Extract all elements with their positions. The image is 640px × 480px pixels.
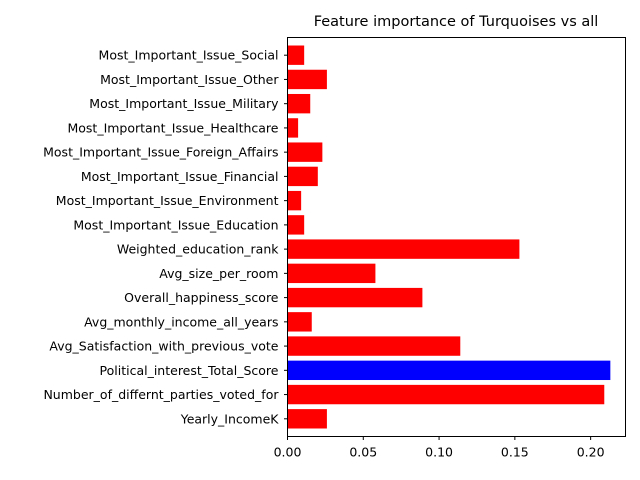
x-tick-label: 0.15	[501, 445, 529, 460]
y-tick-label: Most_Important_Issue_Other	[100, 72, 279, 87]
chart-title: Feature importance of Turquoises vs all	[314, 14, 599, 30]
bar-most-important-issue-social	[287, 45, 305, 65]
x-axis-ticks: 0.00 0.05 0.10 0.15 0.20	[274, 436, 605, 460]
bar-yearly-incomek	[287, 409, 327, 429]
x-tick-label: 0.00	[274, 445, 302, 460]
y-tick-label: Overall_happiness_score	[124, 290, 279, 305]
y-axis-ticks: Yearly_IncomeK Number_of_differnt_parties…	[43, 48, 288, 426]
bar-political-interest-total-score	[287, 360, 611, 381]
y-tick-label: Most_Important_Issue_Social	[99, 48, 279, 63]
bar-most-important-issue-foreign-affairs	[287, 142, 323, 162]
y-tick-label: Most_Important_Issue_Foreign_Affairs	[43, 145, 278, 160]
bar-most-important-issue-education	[287, 215, 305, 235]
x-tick-label: 0.20	[577, 445, 605, 460]
bar-avg-satisfaction-with-previous-vote	[287, 336, 461, 356]
y-tick-label: Most_Important_Issue_Financial	[81, 169, 279, 184]
y-tick-label: Political_interest_Total_Score	[100, 363, 279, 378]
bars-group	[287, 45, 611, 429]
x-tick-label: 0.10	[425, 445, 453, 460]
bar-overall-happiness-score	[287, 287, 423, 308]
y-tick-label: Most_Important_Issue_Environment	[56, 193, 279, 208]
bar-number-of-differnt-parties-voted-for	[287, 384, 605, 405]
y-tick-label: Avg_monthly_income_all_years	[84, 314, 278, 329]
bar-most-important-issue-military	[287, 93, 311, 114]
y-tick-label: Avg_Satisfaction_with_previous_vote	[49, 339, 278, 354]
y-tick-label: Avg_size_per_room	[159, 266, 278, 281]
bar-most-important-issue-healthcare	[287, 118, 299, 138]
x-tick-label: 0.05	[349, 445, 377, 460]
y-tick-label: Yearly_IncomeK	[180, 411, 280, 426]
bar-weighted-education-rank	[287, 239, 520, 259]
bar-most-important-issue-financial	[287, 166, 318, 187]
bar-most-important-issue-other	[287, 69, 327, 90]
bar-avg-monthly-income-all-years	[287, 312, 312, 332]
bar-most-important-issue-environment	[287, 190, 302, 211]
y-tick-label: Most_Important_Issue_Education	[73, 217, 278, 232]
bar-avg-size-per-room	[287, 263, 376, 284]
y-tick-label: Weighted_education_rank	[117, 242, 279, 257]
y-tick-label: Most_Important_Issue_Military	[89, 96, 279, 111]
y-tick-label: Number_of_differnt_parties_voted_for	[43, 387, 279, 402]
y-tick-label: Most_Important_Issue_Healthcare	[67, 120, 278, 135]
plot-area-frame	[287, 37, 626, 437]
